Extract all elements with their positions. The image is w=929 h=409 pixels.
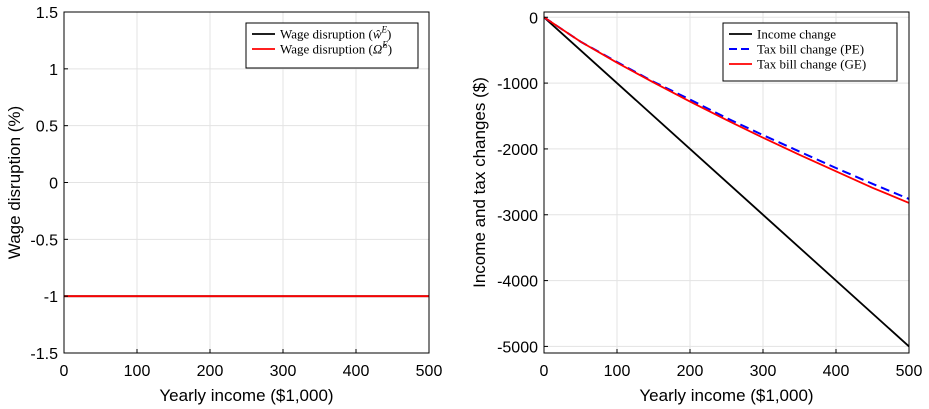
y-tick-label: -3000 xyxy=(497,208,538,225)
x-tick-label: 200 xyxy=(677,363,704,380)
y-tick-label: 0.5 xyxy=(36,119,58,136)
y-axis-label: Wage disruption (%) xyxy=(5,106,24,259)
x-axis-label: Yearly income ($1,000) xyxy=(639,386,813,405)
x-tick-label: 400 xyxy=(823,363,850,380)
legend-label-1: Income change xyxy=(757,27,836,42)
legend-label-2: Wage disruption (Ω̂E) xyxy=(280,40,392,57)
x-tick-label: 200 xyxy=(197,363,224,380)
x-tick-label: 100 xyxy=(604,363,631,380)
y-tick-label: 1 xyxy=(49,62,58,79)
chart-income-tax-changes: 0 100 200 300 400 500 0 -1000 -2000 -3000 -4000 -50… xyxy=(470,10,922,405)
y-axis-label: Income and tax changes ($) xyxy=(470,77,489,288)
x-tick-label: 500 xyxy=(896,363,923,380)
y-tick-label: -4000 xyxy=(497,274,538,291)
x-tick-label: 300 xyxy=(750,363,777,380)
y-tick-label: -1 xyxy=(44,289,58,306)
y-tick-label: -2000 xyxy=(497,142,538,159)
y-tick-label: 0 xyxy=(529,10,538,27)
x-tick-label: 100 xyxy=(124,363,151,380)
series-line-3 xyxy=(543,16,910,204)
y-tick-label: 0 xyxy=(49,176,58,193)
y-tick-label: -0.5 xyxy=(30,232,58,249)
x-tick-label: 0 xyxy=(540,363,549,380)
x-tick-label: 0 xyxy=(60,363,69,380)
x-tick-label: 300 xyxy=(270,363,297,380)
plot-frame xyxy=(543,11,910,354)
series-line-1 xyxy=(543,16,910,348)
x-tick-label: 400 xyxy=(343,363,370,380)
y-tick-label: -1000 xyxy=(497,76,538,93)
chart-wage-disruption: 0 100 200 300 400 500 -1.5 -1 -0.5 0 0.5 1 1.5 Yearly… xyxy=(5,5,442,405)
y-tick-label: -1.5 xyxy=(30,346,58,363)
x-axis-label: Yearly income ($1,000) xyxy=(159,386,333,405)
y-tick-label: 1.5 xyxy=(36,5,58,22)
legend-box xyxy=(245,22,419,69)
legend-label-2: Tax bill change (PE) xyxy=(757,42,864,57)
legend-label-3: Tax bill change (GE) xyxy=(757,57,866,72)
legend-label-1: Wage disruption (ŵE) xyxy=(280,25,391,42)
x-tick-label: 500 xyxy=(416,363,443,380)
y-tick-label: -5000 xyxy=(497,339,538,356)
legend-box xyxy=(722,22,898,82)
